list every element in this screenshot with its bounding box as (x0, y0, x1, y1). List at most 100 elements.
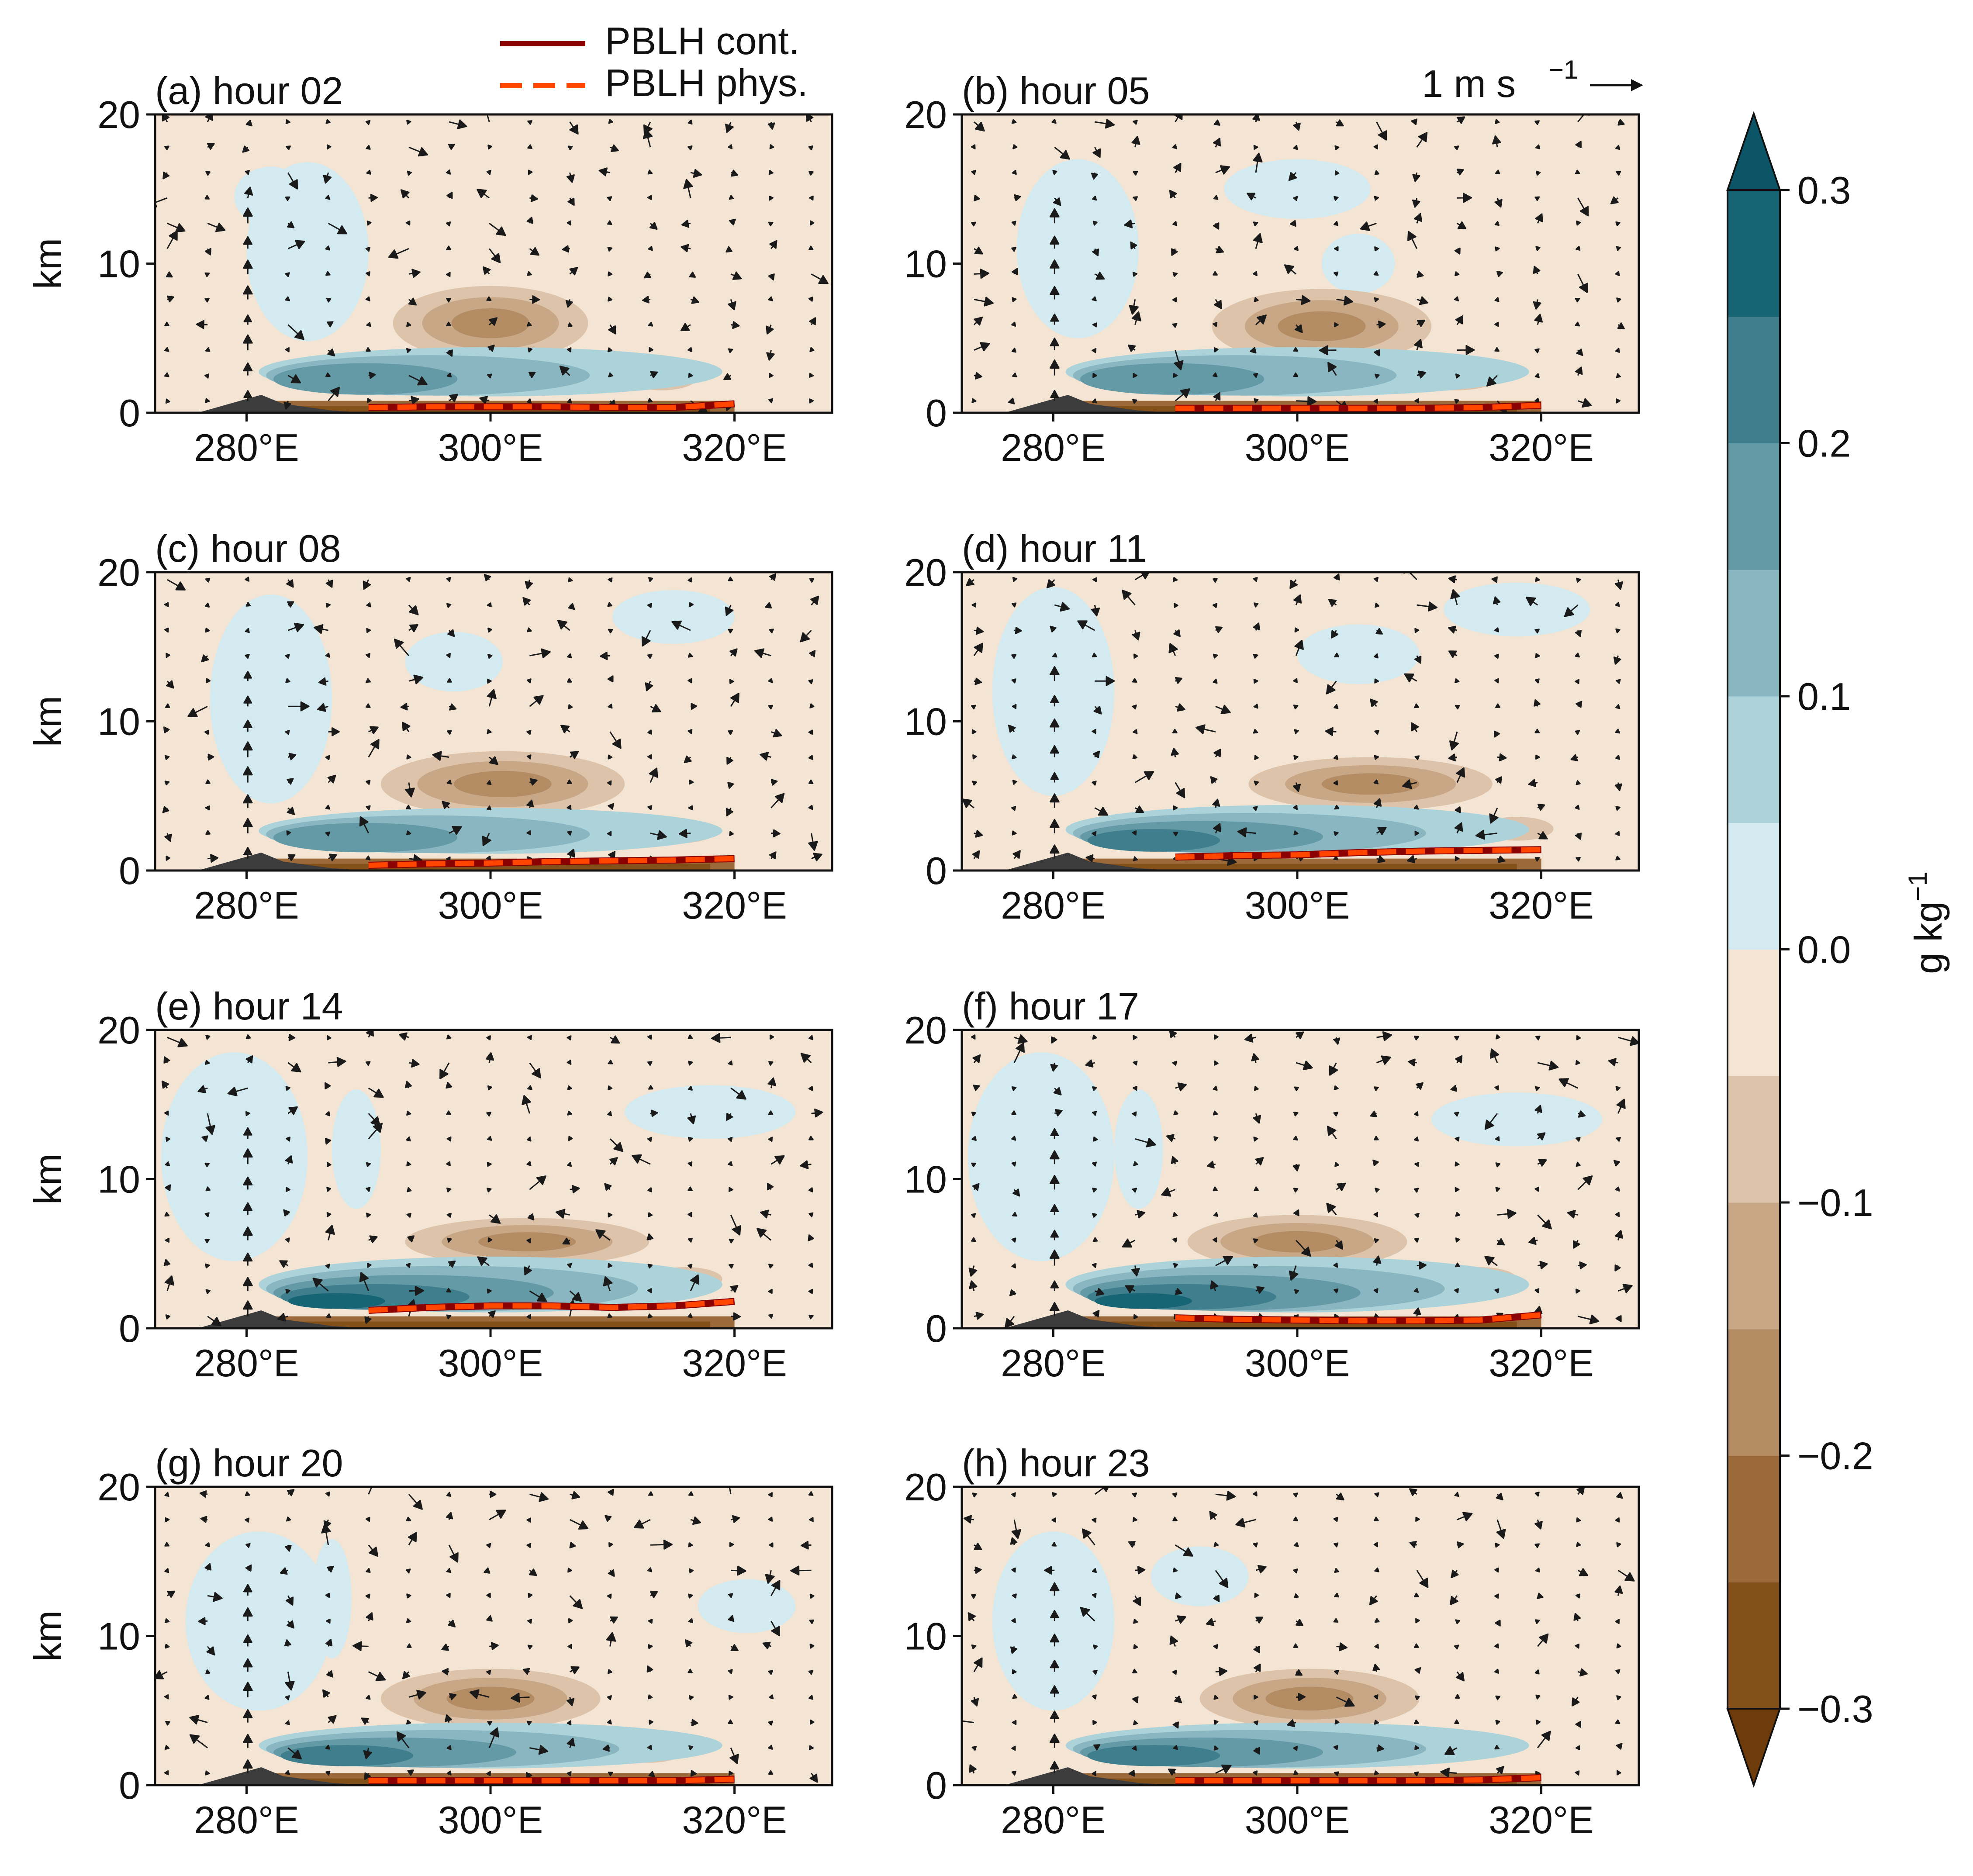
wind-vector (1213, 678, 1218, 684)
wind-vector (1213, 1085, 1218, 1091)
x-tick-label: 320°E (682, 884, 787, 927)
wind-vector (608, 704, 613, 709)
x-tick-label: 280°E (194, 884, 299, 927)
pblh-phys-line (368, 401, 735, 410)
y-tick-label: 20 (97, 93, 140, 136)
wind-vector (1173, 832, 1178, 836)
wind-vector (243, 1709, 253, 1723)
wind-vector (567, 398, 572, 404)
wind-vector (526, 799, 534, 808)
wind-vector (1093, 706, 1102, 715)
wind-vector (648, 1694, 653, 1700)
wind-vector (1131, 1265, 1140, 1277)
wind-vector (641, 630, 651, 647)
wind-vector (1077, 620, 1095, 631)
wind-vector (1253, 704, 1258, 709)
wind-vector (1012, 780, 1017, 785)
wind-vector (1537, 1731, 1551, 1748)
wind-vector (1577, 398, 1592, 408)
wind-vector (1293, 755, 1299, 760)
wind-vector (1492, 135, 1501, 148)
wind-vector (1293, 1112, 1299, 1116)
wind-vector (1253, 1663, 1261, 1672)
wind-vector (1417, 1261, 1427, 1270)
wind-vector (1250, 347, 1257, 354)
wind-vector (562, 1237, 570, 1245)
wind-vector (1491, 576, 1498, 583)
wind-vector (1414, 1237, 1419, 1243)
wind-vector (809, 1772, 818, 1783)
wind-vector (729, 195, 734, 200)
wind-vector (164, 145, 169, 151)
wind-vector (609, 1035, 620, 1044)
wind-vector (366, 1162, 371, 1167)
wind-vector (1494, 730, 1500, 738)
wind-vector (1046, 579, 1056, 588)
wind-vector (1534, 857, 1540, 862)
wind-vector (1454, 822, 1463, 834)
wind-vector (1454, 1288, 1459, 1293)
wind-vector (600, 652, 610, 660)
wind-vector (768, 1137, 773, 1142)
wind-vector (647, 729, 652, 735)
wind-vector (647, 1034, 652, 1040)
wind-vector (1210, 1280, 1219, 1292)
wind-vector (1414, 655, 1422, 664)
wind-vector (1133, 1644, 1138, 1649)
wind-vector (1172, 272, 1178, 277)
wind-vector (394, 639, 410, 656)
wind-vector (1616, 1492, 1623, 1499)
wind-vector (439, 1062, 450, 1079)
wind-vector (1454, 296, 1459, 301)
wind-vector (528, 169, 533, 175)
wind-vector (598, 167, 610, 176)
wind-vector (1450, 1595, 1458, 1605)
wind-vector (726, 1112, 733, 1121)
wind-vector (1171, 1156, 1178, 1164)
wind-vector (408, 1059, 420, 1068)
wind-vector (165, 703, 170, 708)
wind-vector (525, 579, 533, 590)
wind-vector (1012, 297, 1017, 302)
wind-vector (608, 119, 613, 124)
wind-vector (1370, 1110, 1377, 1117)
wind-vector (568, 603, 575, 610)
wind-vector (446, 349, 453, 357)
wind-vector (1535, 246, 1541, 251)
x-tick-label: 320°E (1489, 1798, 1594, 1841)
wind-vector (327, 1162, 332, 1167)
wind-vector (527, 1035, 532, 1040)
panel-g-plot-area (155, 1487, 832, 1785)
wind-vector (1455, 705, 1460, 710)
wind-vector (204, 1695, 210, 1700)
wind-vector (489, 317, 498, 326)
wind-vector (607, 831, 612, 836)
wind-vector (285, 678, 290, 683)
wind-vector (1494, 1593, 1499, 1599)
wind-vector (1374, 1492, 1379, 1497)
wind-vector (1413, 1288, 1419, 1293)
wind-vector (1175, 1593, 1182, 1600)
wind-vector (1133, 1720, 1138, 1725)
wind-vector (529, 695, 544, 707)
wind-vector (487, 627, 492, 633)
wind-vector (1172, 1237, 1178, 1243)
y-tick-label: 10 (97, 242, 140, 286)
wind-vector (365, 1517, 370, 1522)
wind-vector (205, 628, 210, 633)
wind-vector (1011, 1086, 1017, 1091)
wind-vector (687, 1113, 696, 1125)
wind-vector (1450, 589, 1460, 605)
wind-vector (526, 729, 532, 735)
wind-vector (405, 1569, 411, 1574)
wind-vector (286, 1187, 290, 1192)
wind-vector (1616, 679, 1621, 684)
wind-vector (1376, 1055, 1391, 1065)
wind-vector (206, 1646, 215, 1656)
wind-vector (768, 705, 774, 710)
wind-vector (769, 144, 774, 149)
wind-vector (164, 1694, 169, 1700)
y-tick-label: 10 (97, 700, 140, 743)
wind-vector (728, 1615, 734, 1622)
wind-vector (648, 1644, 653, 1649)
